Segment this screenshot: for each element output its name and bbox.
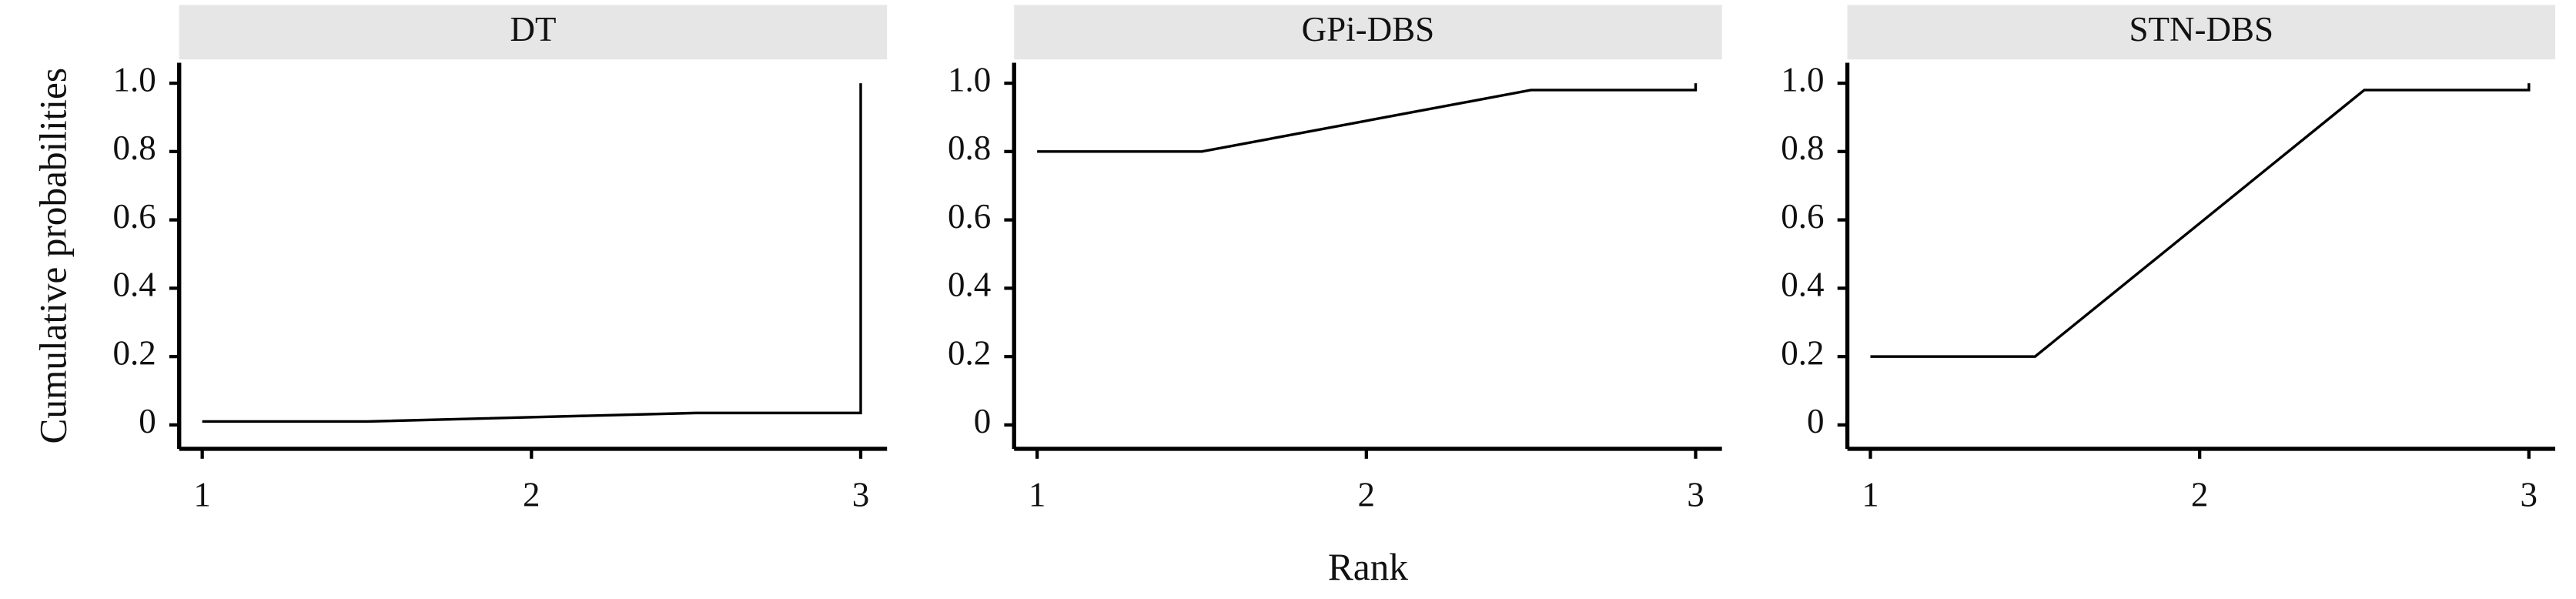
- line: [1037, 83, 1698, 153]
- x-tick-label: 1: [193, 476, 211, 514]
- y-tick-label: 0.6: [112, 197, 156, 236]
- strip: [1847, 5, 2556, 60]
- line: [202, 83, 862, 423]
- x-axis-label: Rank: [1328, 546, 1408, 588]
- y-tick-label: 0.2: [948, 333, 991, 372]
- panel-title: STN-DBS: [2129, 10, 2274, 49]
- y-tick-label: 0: [1807, 402, 1824, 440]
- y-tick-label: 0.2: [1781, 333, 1824, 372]
- x-tick-label: 3: [1687, 476, 1705, 514]
- x-tick-label: 1: [1862, 476, 1879, 514]
- y-axis-label: Cumulative probabilities: [32, 68, 74, 444]
- x-tick-label: 3: [2521, 476, 2538, 514]
- y-tick-label: 0.6: [1781, 197, 1824, 236]
- y-tick-label: 0.8: [948, 129, 991, 167]
- y-tick-label: 0.4: [112, 266, 156, 304]
- y-tick-label: 0.8: [112, 129, 156, 167]
- y-tick-label: 0.4: [1781, 266, 1824, 304]
- panel-title: DT: [510, 10, 556, 49]
- y-tick-label: 0: [139, 402, 156, 440]
- x-tick-label: 2: [1358, 476, 1375, 514]
- y-tick-label: 1.0: [112, 60, 156, 99]
- y-tick-label: 0.4: [948, 266, 991, 304]
- y-tick-label: 0: [974, 402, 991, 440]
- y-tick-label: 0.8: [1781, 129, 1824, 167]
- panel-title: GPi-DBS: [1302, 10, 1435, 49]
- line: [1870, 83, 2531, 358]
- strip: [179, 5, 888, 60]
- y-tick-label: 0.6: [948, 197, 991, 236]
- y-tick-label: 1.0: [1781, 60, 1824, 99]
- y-tick-label: 0.2: [112, 333, 156, 372]
- strip: [1014, 5, 1722, 60]
- y-tick-label: 1.0: [948, 60, 991, 99]
- x-tick-label: 2: [523, 476, 540, 514]
- x-tick-label: 2: [2191, 476, 2208, 514]
- x-tick-label: 3: [852, 476, 869, 514]
- x-tick-label: 1: [1029, 476, 1045, 514]
